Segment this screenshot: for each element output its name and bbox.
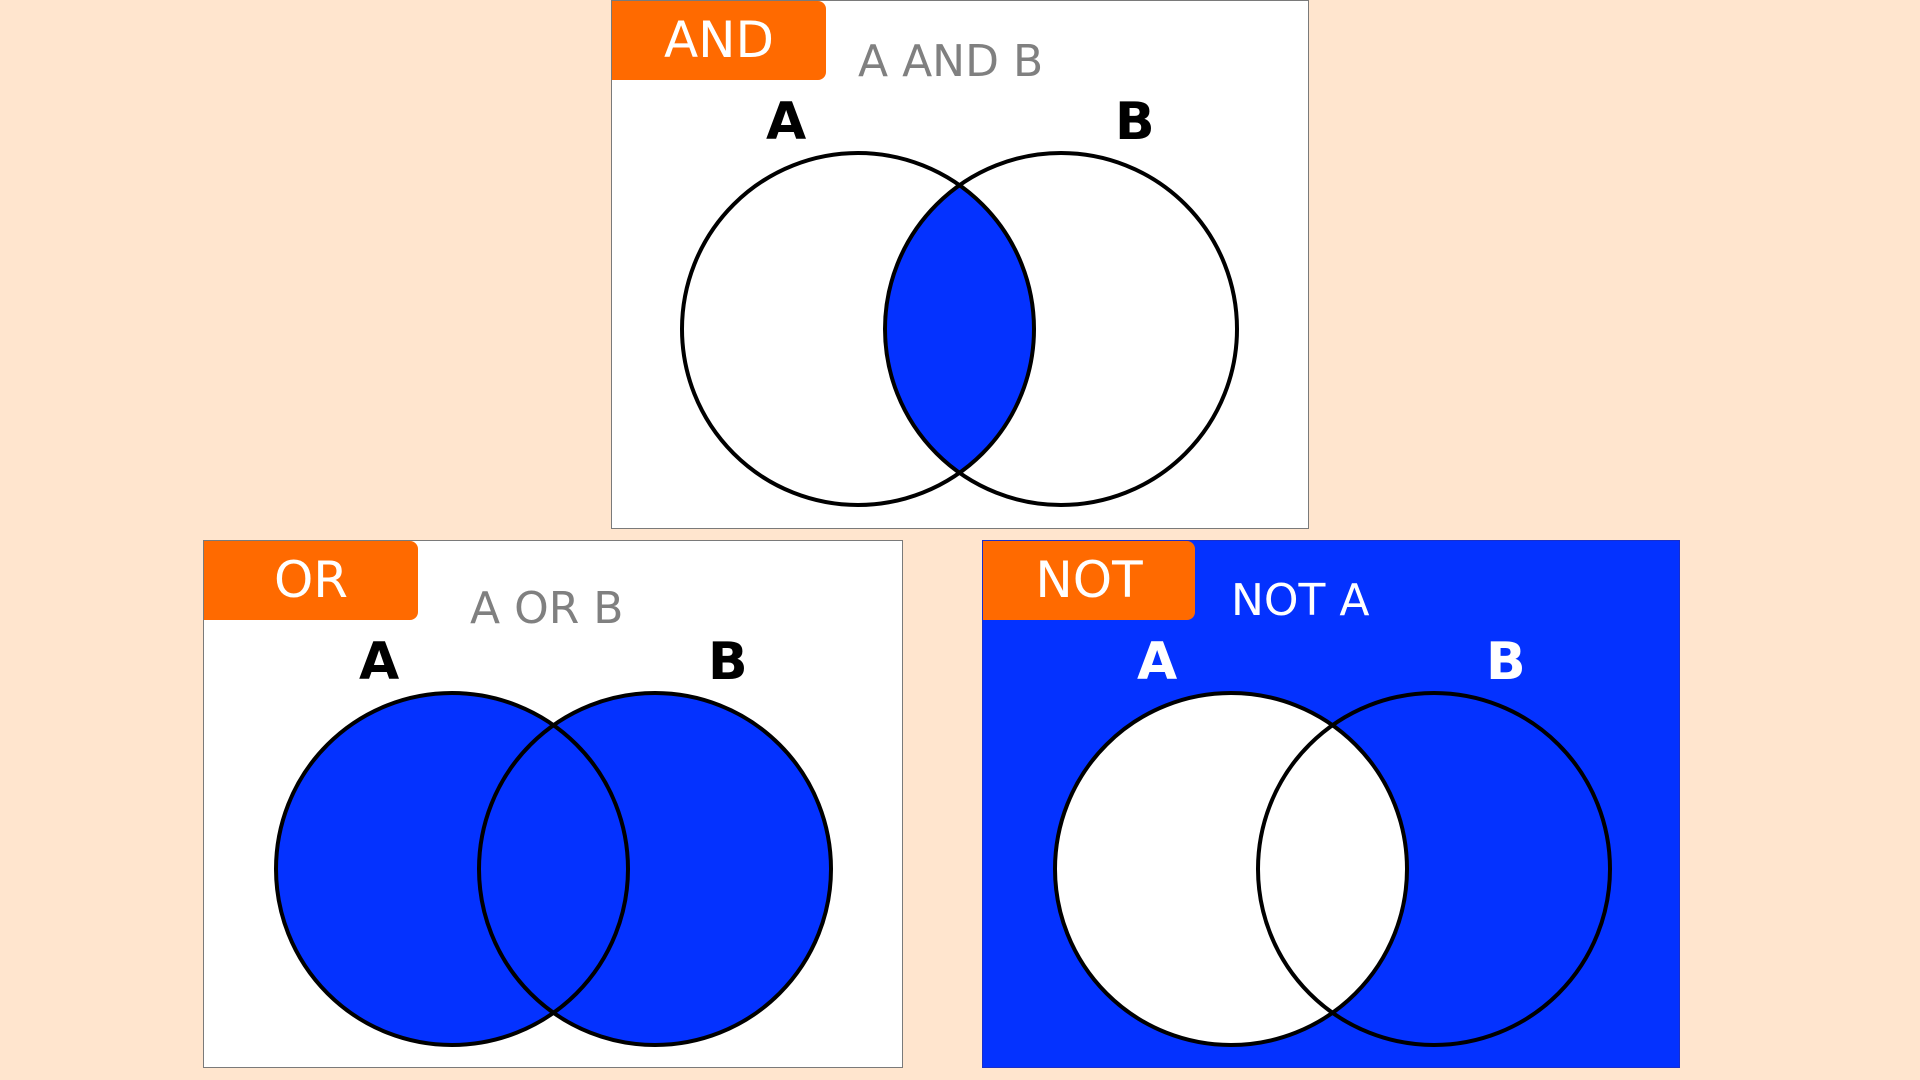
not-region-a [1055,693,1407,1045]
or-panel: OR A OR B A B [203,540,903,1068]
and-label-a: A [766,92,807,152]
not-panel: NOT NOT A A B [982,540,1680,1068]
and-caption: A AND B [858,36,1044,87]
or-venn-diagram [204,541,902,1067]
and-intersection-region [885,153,1034,505]
not-caption: NOT A [1231,575,1370,626]
not-tag: NOT [983,541,1195,620]
and-venn-diagram [612,1,1308,528]
not-label-a: A [1137,632,1178,692]
not-circle-b [1256,691,1612,1047]
and-panel: AND A AND B A B [611,0,1309,529]
and-tag: AND [612,1,826,80]
or-caption: A OR B [470,583,624,634]
or-circle-a [274,691,630,1047]
or-label-a: A [359,632,400,692]
or-label-b: B [708,632,748,692]
and-circle-b [883,151,1239,507]
or-tag: OR [204,541,418,620]
not-circle-a [1053,691,1409,1047]
or-circle-b [477,691,833,1047]
and-label-b: B [1115,92,1155,152]
not-venn-diagram [983,541,1679,1067]
or-fill-b [479,693,831,1045]
not-label-b: B [1486,632,1526,692]
and-circle-a [680,151,1036,507]
